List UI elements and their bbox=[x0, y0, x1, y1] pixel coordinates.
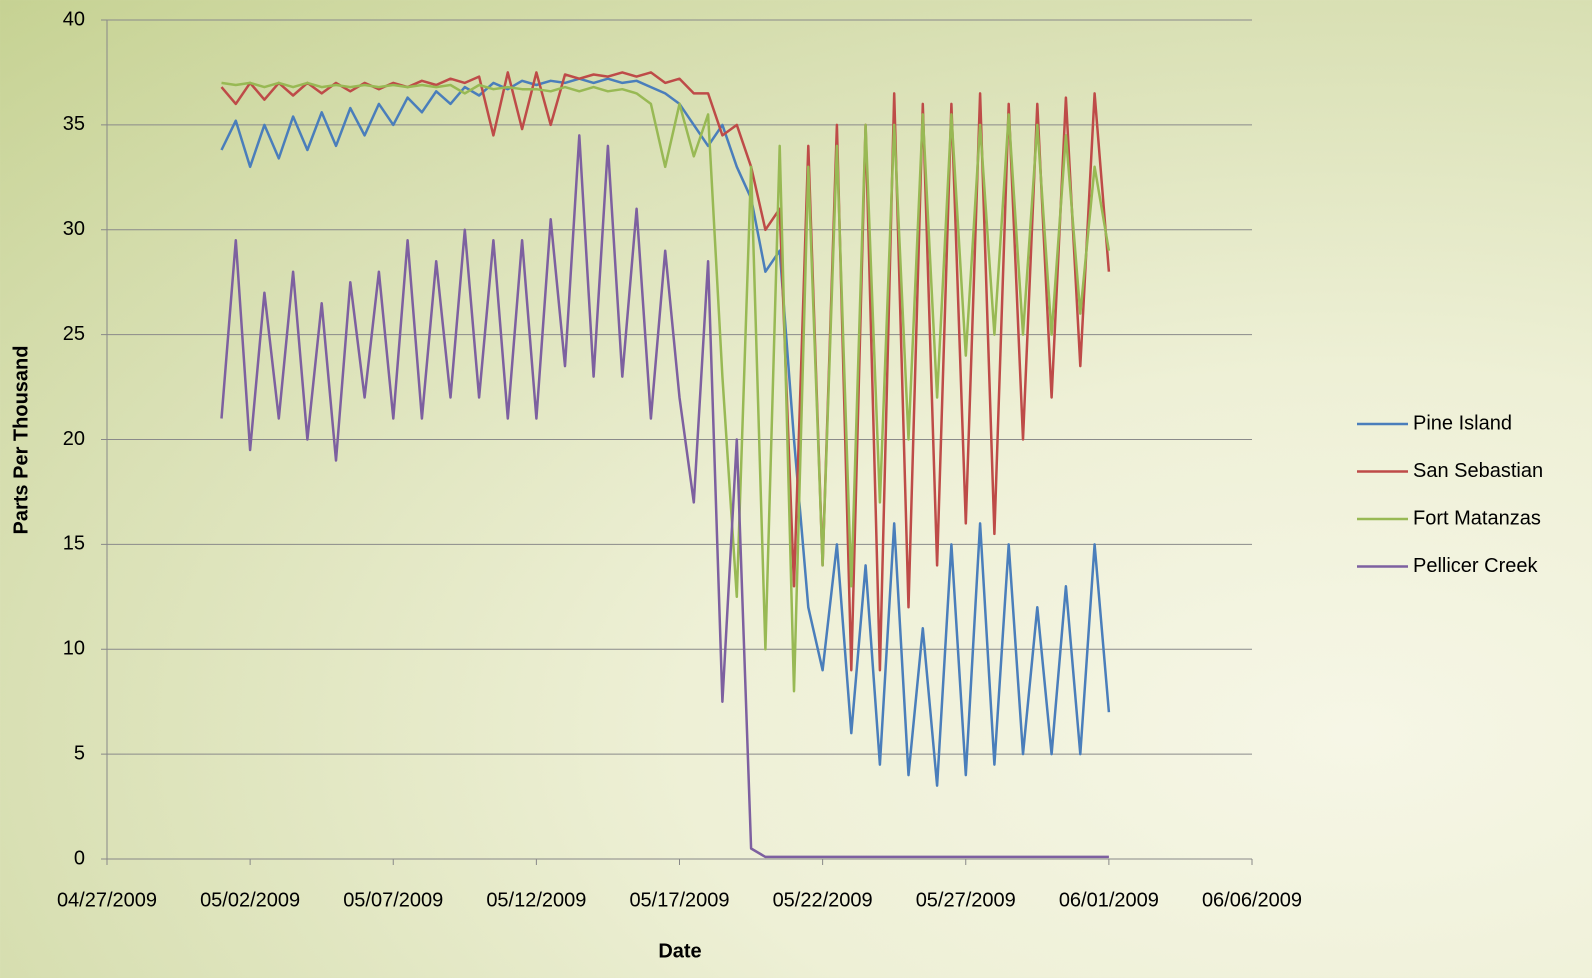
legend-label: Pine Island bbox=[1413, 412, 1512, 434]
y-tick-label: 5 bbox=[74, 742, 85, 764]
legend-label: Fort Matanzas bbox=[1413, 507, 1541, 529]
x-tick-label: 06/01/2009 bbox=[1059, 889, 1159, 911]
y-tick-label: 35 bbox=[63, 113, 85, 135]
chart: Date Parts Per Thousand 0 5 10 15 20 25 30 35 40… bbox=[0, 0, 1592, 978]
x-tick-label: 04/27/2009 bbox=[57, 889, 157, 911]
y-tick-label: 15 bbox=[63, 533, 85, 555]
y-tick-label: 30 bbox=[63, 218, 85, 240]
x-tick-label: 05/07/2009 bbox=[343, 889, 443, 911]
x-axis-label: Date bbox=[658, 940, 701, 962]
y-axis-label: Parts Per Thousand bbox=[10, 346, 32, 535]
x-tick-label: 06/06/2009 bbox=[1202, 889, 1302, 911]
y-tick-label: 40 bbox=[63, 8, 85, 30]
legend-label: Pellicer Creek bbox=[1413, 555, 1538, 577]
y-tick-label: 0 bbox=[74, 847, 85, 869]
x-tick-label: 05/22/2009 bbox=[773, 889, 873, 911]
x-tick-label: 05/27/2009 bbox=[916, 889, 1016, 911]
x-tick-label: 05/17/2009 bbox=[629, 889, 729, 911]
legend-label: San Sebastian bbox=[1413, 460, 1543, 482]
y-tick-label: 20 bbox=[63, 428, 85, 450]
y-tick-label: 10 bbox=[63, 638, 85, 660]
y-tick-label: 25 bbox=[63, 323, 85, 345]
x-tick-label: 05/12/2009 bbox=[486, 889, 586, 911]
x-tick-label: 05/02/2009 bbox=[200, 889, 300, 911]
